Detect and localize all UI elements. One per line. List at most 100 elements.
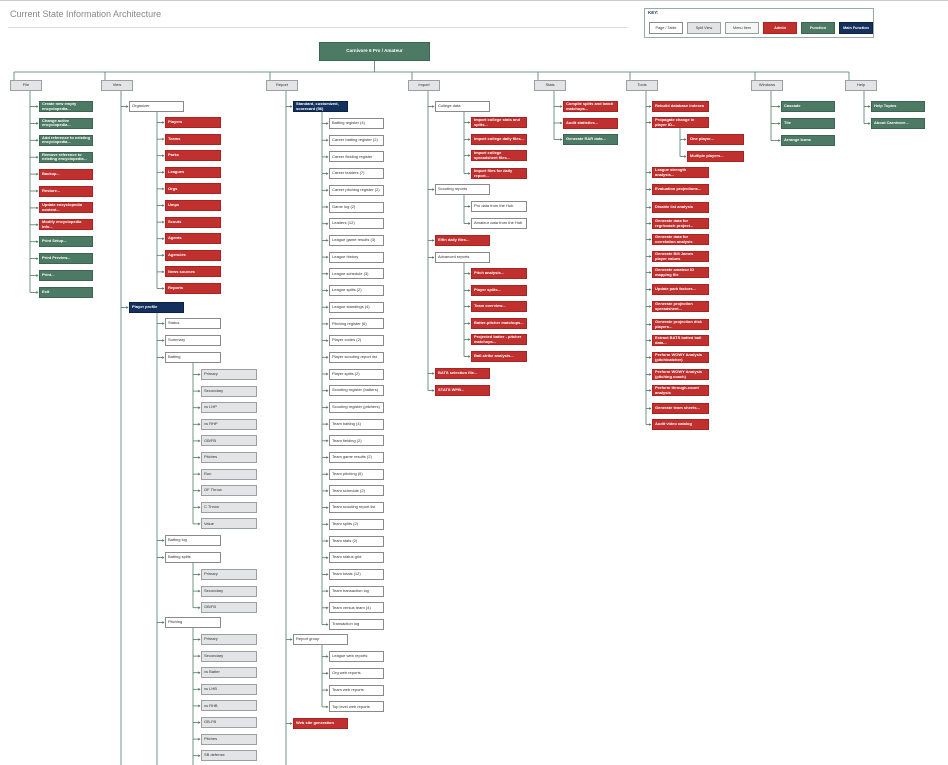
organizer-parks: Parks — [165, 150, 221, 162]
import-item-advanced-reports-label: Advanced reports — [438, 254, 470, 260]
connector-arrow — [326, 138, 329, 142]
file-item-create-new-empty-encyclopedia-label: Create new empty encyclopedia... — [42, 101, 77, 111]
batting-split-of-throw-label: OF Throw — [204, 487, 222, 493]
menu-stats: Stats — [534, 80, 566, 91]
batting-split-of-throw: OF Throw — [201, 485, 257, 497]
connector-arrow — [36, 257, 39, 260]
report-group-top-level-web-reports-label: Top level web reports — [332, 703, 370, 709]
title-divider — [8, 27, 628, 28]
standard-report-league-splits-2-label: League splits (2) — [332, 287, 362, 293]
standard-report-batting-register-4-label: Batting register (4) — [332, 120, 365, 126]
college-data-import-college-daily-files-label: Import college daily files... — [474, 136, 525, 142]
batting-splits-split-secondary-label: Secondary — [204, 587, 224, 593]
player-profile-summary-label: Summary — [168, 337, 186, 343]
connector-arrow — [649, 238, 652, 241]
organizer-reports: Reports — [165, 283, 221, 294]
standard-report-career-batting-register-2: Career batting register (2) — [329, 134, 384, 146]
standard-report-player-splits-2: Player splits (2) — [329, 368, 384, 380]
connector-arrow — [468, 338, 471, 341]
organizer-orgs-label: Orgs — [168, 185, 178, 191]
windows-item-arrange-icons-label: Arrange Icons — [784, 137, 811, 143]
connector-arrow — [326, 355, 329, 359]
connector-arrow — [36, 223, 39, 227]
standard-report-player-codes-2: Player codes (2) — [329, 335, 384, 347]
pitching-split-primary-label: Primary — [204, 636, 218, 642]
organizer-scouts: Scouts — [165, 216, 221, 228]
connector-arrow — [326, 322, 329, 326]
menu-file: File — [10, 80, 42, 91]
advanced-reports-batter-pitcher-matchups-label: Batter-pitcher matchups... — [474, 320, 524, 326]
connector-arrow — [162, 204, 165, 207]
standard-report-team-schedule-2-label: Team schedule (2) — [332, 487, 365, 493]
player-profile-batting: Batting — [165, 352, 221, 363]
file-item-backup: Backup... — [39, 168, 93, 180]
connector-arrow — [649, 356, 652, 359]
file-item-modify-encyclopedia-info: Modify encyclopedia info... — [39, 219, 93, 231]
connector-arrow — [326, 705, 329, 709]
organizer-agents-label: Agents — [168, 235, 182, 241]
file-item-print-setup-label: Print Setup... — [42, 238, 67, 244]
connector-arrow — [649, 423, 652, 426]
standard-report-batting-register-4: Batting register (4) — [329, 118, 384, 129]
tools-item-extract-bats-batted-ball-data-label: Extract BATS batted ball data... — [655, 335, 702, 345]
connector-arrow — [778, 105, 781, 108]
connector-arrow — [326, 472, 329, 476]
tools-item-disable-list-analysis-label: Disable list analysis — [655, 204, 694, 210]
pitching-split-primary: Primary — [201, 634, 257, 645]
connector-arrow — [649, 206, 652, 209]
connector-arrow — [326, 623, 329, 626]
batting-split-value: Value — [201, 518, 257, 530]
batting-splits-split-gb-fb-label: GB/FB — [204, 604, 217, 610]
root-node-label: Carnivore 6 Pro / Amateur — [346, 48, 403, 54]
batting-split-vs-lhp-label: vs LHP — [204, 404, 217, 410]
standard-report-team-splits-2: Team splits (2) — [329, 518, 384, 530]
connector-arrow — [198, 373, 201, 376]
connector-arrow — [468, 172, 471, 175]
connector-arrow — [649, 188, 652, 191]
connector-arrow — [126, 306, 129, 309]
standard-report-scouting-register-pitchers-label: Scouting register (pitchers) — [332, 404, 380, 410]
connector-arrow — [290, 105, 293, 108]
batting-split-pitches-label: Pitches — [204, 454, 218, 460]
standard-report-league-history-label: League history — [332, 253, 359, 259]
pitching-split-vs-batter-label: vs Batter — [204, 669, 220, 675]
menu-help-label: Help — [856, 82, 866, 88]
batting-split-value-label: Value — [204, 520, 214, 526]
menu-import-label: Import — [418, 82, 430, 88]
connector-arrow — [560, 105, 563, 108]
import-item-college-data: College data — [435, 101, 490, 112]
connector-arrow — [468, 355, 471, 358]
stats-item-compile-splits-and-batch-matchups-label: Compile splits and batch matchups... — [566, 101, 614, 111]
file-item-remove-reference-to-existing-encyclopedia: Remove reference to existing encyclopedi… — [39, 151, 93, 163]
windows-item-cascade-label: Cascade — [784, 103, 801, 109]
report-group-org-web-reports: Org web reports — [329, 667, 384, 679]
pitching-split-vs-rhb: vs RHB — [201, 700, 257, 712]
connector-arrow — [432, 188, 435, 191]
connector-arrow — [162, 253, 165, 257]
standard-report-player-splits-2-label: Player splits (2) — [332, 370, 360, 376]
player-profile-batting-log: Batting log — [165, 535, 221, 546]
connector-arrow — [326, 188, 329, 192]
scouting-reports-amateur-data-from-the-hub: Amateur data from the Hub — [471, 218, 527, 229]
connector-arrow — [468, 272, 471, 275]
connector-arrow — [198, 654, 201, 658]
root-node: Carnivore 6 Pro / Amateur — [319, 42, 430, 61]
standard-report-league-schedule-3-label: League schedule (3) — [332, 270, 369, 276]
standard-report-team-scouting-report-list-label: Team scouting report list — [332, 504, 376, 510]
menu-report: Report — [266, 80, 298, 91]
connector-arrow — [198, 573, 201, 576]
organizer-agencies-label: Agencies — [168, 252, 186, 257]
standard-report-team-game-results-2: Team game results (2) — [329, 452, 384, 463]
connector-arrow — [36, 172, 39, 176]
connector-arrow — [468, 138, 471, 141]
import-item-college-data-label: College data — [438, 103, 461, 109]
standard-report-leaders-12-label: Leaders (12) — [332, 220, 355, 226]
file-item-update-encyclopedia-content-label: Update encyclopedia content... — [42, 202, 83, 212]
pitching-split-vs-lhb: vs LHB — [201, 683, 257, 695]
tools-item-audit-video-catalog-label: Audit video catalog — [655, 421, 692, 427]
connector-arrow — [326, 222, 329, 226]
legend: KEY: Page / Table Split View Menu Item A… — [644, 8, 874, 38]
tools-item-audit-video-catalog: Audit video catalog — [652, 419, 709, 430]
player-profile-batting-splits-label: Batting splits — [168, 554, 191, 560]
connector-arrow — [649, 373, 652, 376]
